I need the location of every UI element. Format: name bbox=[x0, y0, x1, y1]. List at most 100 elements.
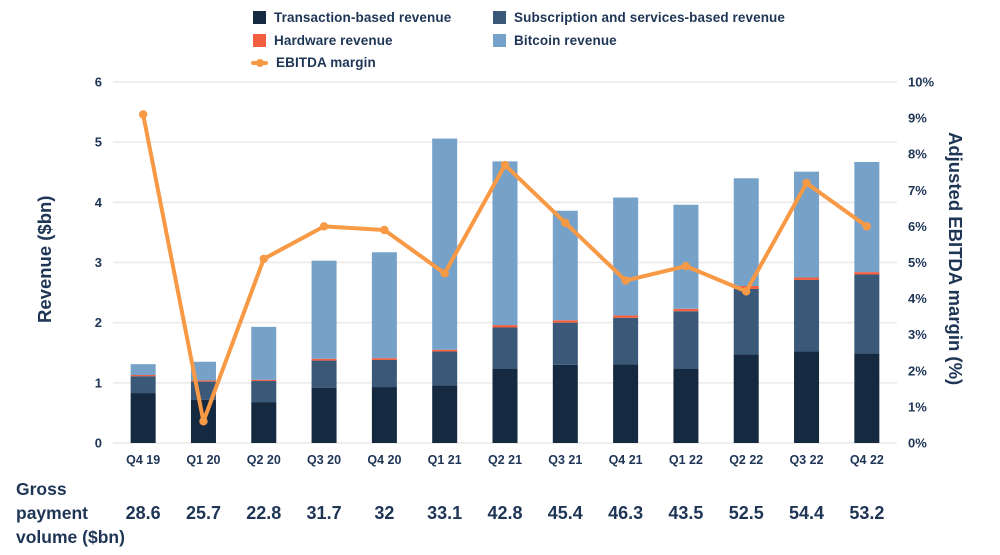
ebitda-margin-point bbox=[380, 225, 389, 235]
legend-item-bitcoin: Bitcoin revenue bbox=[493, 33, 617, 48]
left-axis-tick: 6 bbox=[95, 75, 102, 90]
transaction-swatch-icon bbox=[253, 11, 266, 24]
gpv-value: 45.4 bbox=[548, 503, 583, 523]
bar-segment-bitcoin bbox=[492, 161, 518, 326]
ebitda-margin-point bbox=[138, 110, 148, 119]
bar-segment-transaction bbox=[371, 387, 397, 443]
bar-segment-bitcoin bbox=[190, 361, 216, 381]
x-axis-label: Q1 22 bbox=[669, 453, 703, 467]
x-axis-label: Q1 20 bbox=[186, 453, 220, 467]
bar-segment-transaction bbox=[552, 364, 578, 443]
left-axis-tick: 1 bbox=[95, 375, 102, 390]
x-axis-label: Q3 22 bbox=[790, 453, 824, 467]
legend-label-hardware: Hardware revenue bbox=[274, 33, 393, 48]
gpv-value: 43.5 bbox=[668, 503, 703, 523]
bar-segment-transaction bbox=[432, 385, 458, 443]
right-axis-tick: 10% bbox=[908, 75, 934, 90]
right-axis-tick: 5% bbox=[908, 255, 927, 270]
ebitda-margin-point bbox=[802, 178, 811, 188]
legend-label-transaction: Transaction-based revenue bbox=[274, 10, 452, 25]
gpv-value: 33.1 bbox=[427, 503, 462, 523]
bar-segment-hardware bbox=[432, 349, 458, 352]
bar-segment-hardware bbox=[552, 320, 578, 323]
bar-segment-subscription bbox=[492, 327, 518, 369]
ebitda-margin-point bbox=[199, 417, 208, 426]
right-axis-tick: 4% bbox=[908, 291, 927, 306]
bar-segment-bitcoin bbox=[733, 178, 759, 286]
bar-segment-hardware bbox=[130, 375, 156, 377]
bar-segment-subscription bbox=[733, 288, 759, 355]
ebitda-line-marker-icon bbox=[251, 56, 268, 69]
bar-segment-hardware bbox=[371, 358, 397, 360]
gpv-value: 53.2 bbox=[849, 503, 884, 523]
right-axis-tick: 1% bbox=[908, 399, 927, 414]
gpv-row-label: Gross payment volume ($bn) bbox=[16, 479, 125, 547]
bar-segment-hardware bbox=[492, 325, 518, 328]
bar-segment-bitcoin bbox=[673, 204, 699, 309]
gpv-value: 25.7 bbox=[186, 503, 221, 523]
legend-label-subscription: Subscription and services-based revenue bbox=[514, 10, 785, 25]
gpv-value: 42.8 bbox=[487, 503, 522, 523]
gpv-value: 28.6 bbox=[126, 503, 161, 523]
right-axis-tick: 7% bbox=[908, 183, 927, 198]
gpv-value: 52.5 bbox=[729, 503, 764, 523]
gpv-value: 54.4 bbox=[789, 503, 824, 523]
bar-segment-subscription bbox=[794, 279, 820, 352]
ebitda-margin-point bbox=[742, 287, 751, 296]
bar-segment-hardware bbox=[311, 358, 337, 361]
bitcoin-swatch-icon bbox=[493, 34, 506, 47]
bar-segment-hardware bbox=[613, 315, 639, 318]
gpv-value: 31.7 bbox=[307, 503, 342, 523]
bar-segment-bitcoin bbox=[613, 197, 639, 316]
bar-segment-transaction bbox=[492, 368, 518, 443]
bar-segment-subscription bbox=[613, 317, 639, 365]
right-axis-tick: 2% bbox=[908, 363, 927, 378]
bar-segment-hardware bbox=[673, 308, 699, 312]
ebitda-margin-point bbox=[561, 218, 570, 227]
x-axis-label: Q2 21 bbox=[488, 453, 522, 467]
bar-segment-bitcoin bbox=[552, 210, 578, 321]
bar-segment-subscription bbox=[251, 381, 277, 403]
ebitda-margin-point bbox=[259, 254, 268, 264]
legend-item-subscription: Subscription and services-based revenue bbox=[493, 10, 785, 25]
bar-segment-subscription bbox=[552, 322, 578, 365]
left-axis-tick: 3 bbox=[95, 255, 102, 270]
subscription-swatch-icon bbox=[493, 11, 506, 24]
x-axis-label: Q3 20 bbox=[307, 453, 341, 467]
x-axis-label: Q1 21 bbox=[428, 453, 462, 467]
right-axis-tick: 6% bbox=[908, 219, 927, 234]
bar-segment-subscription bbox=[673, 311, 699, 369]
right-axis-tick: 9% bbox=[908, 111, 927, 126]
ebitda-margin-point bbox=[862, 222, 872, 231]
ebitda-margin-point bbox=[500, 160, 510, 170]
x-axis-label: Q3 21 bbox=[548, 453, 582, 467]
bar-segment-hardware bbox=[854, 272, 880, 275]
bar-segment-bitcoin bbox=[311, 260, 337, 359]
x-axis-label: Q4 19 bbox=[126, 453, 160, 467]
ebitda-margin-point bbox=[319, 222, 329, 231]
legend-item-hardware: Hardware revenue bbox=[253, 33, 393, 48]
legend-item-transaction: Transaction-based revenue bbox=[253, 10, 451, 25]
bar-segment-subscription bbox=[311, 360, 337, 388]
ebitda-margin-point bbox=[681, 261, 691, 271]
bar-segment-transaction bbox=[854, 353, 880, 443]
gpv-value: 22.8 bbox=[246, 503, 281, 523]
bar-segment-bitcoin bbox=[130, 364, 156, 376]
right-axis-tick: 8% bbox=[908, 147, 927, 162]
bar-segment-transaction bbox=[733, 354, 759, 443]
left-axis-tick: 2 bbox=[95, 315, 102, 330]
ebitda-margin-point bbox=[440, 269, 449, 278]
bar-segment-bitcoin bbox=[854, 162, 880, 273]
bar-segment-subscription bbox=[432, 351, 458, 386]
bar-segment-transaction bbox=[613, 364, 639, 443]
bar-segment-transaction bbox=[130, 393, 156, 443]
bar-segment-bitcoin bbox=[371, 252, 397, 359]
x-axis-label: Q4 21 bbox=[609, 453, 643, 467]
left-axis-tick: 4 bbox=[95, 195, 103, 210]
legend-item-ebitda-margin: EBITDA margin bbox=[251, 55, 376, 70]
bar-segment-hardware bbox=[190, 380, 216, 382]
bar-segment-transaction bbox=[251, 402, 277, 443]
right-axis-tick: 0% bbox=[908, 436, 927, 451]
